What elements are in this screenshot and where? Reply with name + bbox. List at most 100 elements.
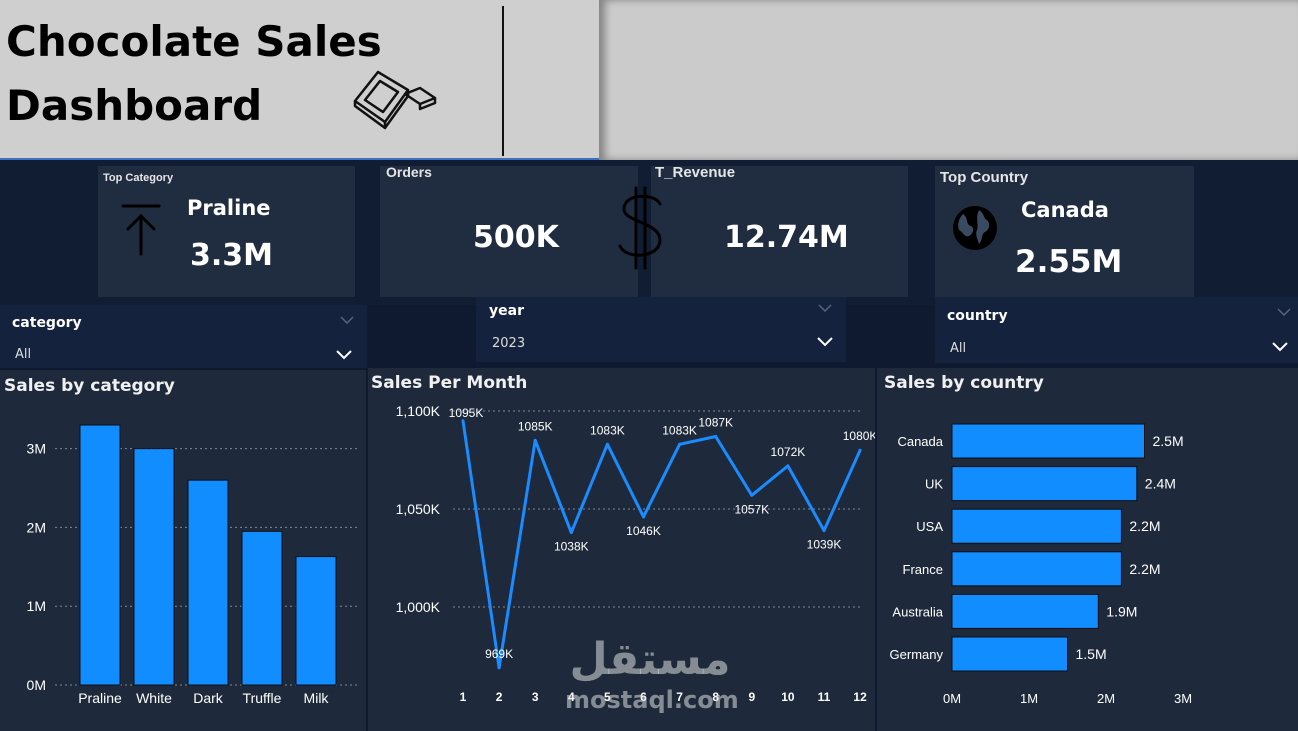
y-tick-label: 1,000K	[396, 599, 441, 615]
data-label: 1057K	[734, 502, 769, 516]
data-label: 2.4M	[1145, 476, 1176, 492]
bar	[295, 556, 337, 686]
data-label: 1.5M	[1076, 646, 1107, 662]
x-tick-label: 2M	[1097, 691, 1115, 706]
data-point	[533, 438, 537, 442]
slicer-country[interactable]: country All	[935, 297, 1298, 363]
data-point	[569, 531, 573, 535]
chart-sales-by-country: 0M 1M 2M 3M Canada 2.5M UK 2.4M USA 2.2M France 2.2…	[890, 423, 1192, 706]
x-tick-label: 10	[781, 690, 795, 704]
x-tick-label: 11	[818, 690, 831, 704]
data-point	[822, 529, 826, 533]
y-tick-label: 1,100K	[396, 403, 441, 419]
kpi-top-country: Top Country Canada 2.55M	[935, 166, 1194, 297]
chart-sales-per-month: 1,000K 1,050K 1,100K 1095K 1 969K 2 1085K 3 1038K…	[396, 403, 875, 704]
bar	[187, 479, 229, 686]
data-label: 1085K	[518, 419, 553, 433]
kpi-top-category: Top Category Praline 3.3M	[98, 166, 355, 297]
data-point	[750, 493, 754, 497]
x-tick-label: 3M	[1174, 691, 1192, 706]
x-tick-label: 8	[712, 690, 719, 704]
divider	[502, 6, 504, 156]
dollar-icon	[618, 186, 662, 270]
series-line	[461, 420, 862, 670]
data-label: 1038K	[554, 540, 589, 554]
arrow-up-icon	[121, 204, 161, 256]
globe-icon	[953, 206, 997, 250]
data-label: 969K	[485, 647, 513, 661]
data-point	[605, 442, 609, 446]
bar	[133, 448, 175, 686]
x-tick-label: Truffle	[243, 690, 282, 706]
x-tick-label: Dark	[193, 690, 224, 706]
watermark-arabic: مستقل	[569, 634, 731, 685]
header-banner: Chocolate Sales Dashboard	[0, 0, 599, 160]
x-tick-label: 1M	[1020, 691, 1038, 706]
kpi-revenue: T_Revenue 12.74M	[651, 164, 908, 297]
x-tick-label: Milk	[304, 690, 330, 706]
bar	[951, 551, 1122, 587]
data-point	[497, 666, 501, 670]
y-tick-label: Australia	[892, 604, 943, 619]
x-tick-label: 1	[460, 690, 467, 704]
data-point	[858, 448, 862, 452]
data-label: 1083K	[662, 423, 697, 437]
data-label: 1046K	[626, 524, 661, 538]
x-tick-label: Praline	[78, 690, 122, 706]
chevron-down-icon[interactable]	[340, 315, 354, 325]
data-label: 2.2M	[1129, 561, 1160, 577]
chart-sales-by-category: 0M 1M 2M 3M Praline White Dark Truffle Milk	[27, 424, 358, 706]
data-point	[461, 419, 465, 423]
bar	[79, 424, 121, 686]
x-tick-label: 6	[640, 690, 647, 704]
data-point	[678, 442, 682, 446]
data-label: 1095K	[449, 406, 484, 420]
x-tick-label: 2	[496, 690, 503, 704]
header-blank	[599, 0, 1298, 160]
y-tick-label: USA	[916, 519, 943, 534]
y-tick-label: 3M	[27, 441, 46, 457]
slicer-year[interactable]: year 2023	[476, 297, 846, 362]
data-label: 1.9M	[1106, 603, 1137, 619]
data-label: 1072K	[771, 445, 806, 459]
page-title: Chocolate Sales Dashboard	[6, 17, 382, 130]
data-label: 1039K	[807, 538, 842, 552]
bar	[951, 508, 1122, 544]
watermark-latin: mostaql.com	[565, 686, 739, 714]
chevron-down-icon[interactable]	[816, 336, 834, 348]
data-point	[786, 464, 790, 468]
chevron-down-icon[interactable]	[1271, 341, 1289, 353]
x-tick-label: 5	[604, 690, 611, 704]
bar	[951, 423, 1145, 459]
y-tick-label: France	[903, 562, 943, 577]
data-label: 2.5M	[1153, 433, 1184, 449]
chevron-down-icon[interactable]	[818, 303, 832, 313]
y-tick-label: Germany	[890, 647, 944, 662]
y-tick-label: UK	[925, 477, 943, 492]
y-tick-label: Canada	[897, 434, 943, 449]
slicer-category[interactable]: category All	[0, 305, 367, 368]
y-tick-label: 1,050K	[396, 501, 441, 517]
data-label: 1083K	[590, 423, 625, 437]
data-point	[714, 434, 718, 438]
x-tick-label: 3	[532, 690, 539, 704]
data-label: 2.2M	[1129, 518, 1160, 534]
y-tick-label: 2M	[27, 519, 46, 535]
bar	[951, 466, 1138, 502]
x-tick-label: 7	[676, 690, 683, 704]
bar	[951, 593, 1099, 629]
x-tick-label: 0M	[943, 691, 961, 706]
bar	[241, 530, 283, 686]
chevron-down-icon[interactable]	[335, 349, 353, 361]
bar	[951, 636, 1068, 672]
chocolate-bar-icon	[353, 70, 437, 130]
data-label: 1087K	[698, 415, 733, 429]
chevron-down-icon[interactable]	[1277, 307, 1291, 317]
x-tick-label: 12	[853, 690, 867, 704]
kpi-orders: Orders 500K	[380, 164, 638, 297]
data-label: 1080K	[843, 429, 875, 443]
x-tick-label: 9	[748, 690, 755, 704]
y-tick-label: 0M	[27, 677, 46, 693]
x-tick-label: White	[136, 690, 172, 706]
x-tick-label: 4	[568, 690, 575, 704]
